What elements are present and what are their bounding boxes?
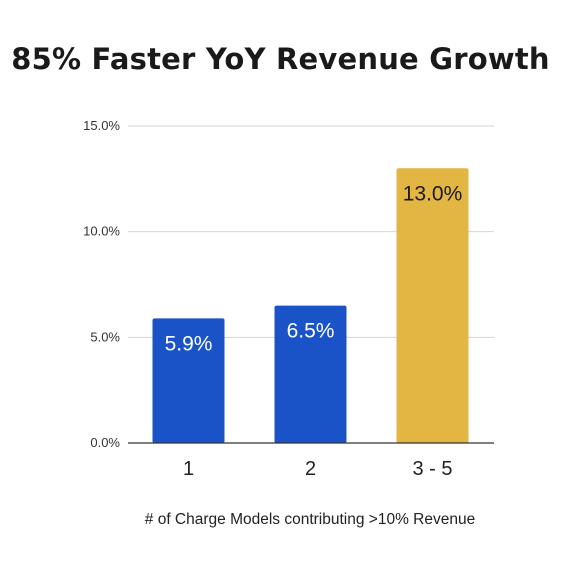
x-tick-label: 1 (183, 458, 194, 480)
x-axis-ticks: 1 2 3 - 5 (183, 458, 453, 480)
y-tick-label: 15.0% (83, 118, 120, 133)
y-tick-label: 5.0% (90, 329, 120, 344)
data-label: 13.0% (403, 182, 463, 205)
y-tick-label: 0.0% (90, 435, 120, 450)
y-tick-label: 10.0% (83, 224, 120, 239)
data-label: 5.9% (165, 332, 213, 355)
x-tick-label: 2 (305, 458, 316, 480)
bar (396, 168, 469, 443)
bars: 5.9% 6.5% 13.0% (152, 168, 469, 443)
data-label: 6.5% (287, 320, 335, 343)
bar (152, 318, 225, 443)
x-tick-label: 3 - 5 (412, 458, 452, 480)
y-axis-ticks: 0.0% 5.0% 10.0% 15.0% (83, 118, 120, 450)
chart-title: 85% Faster YoY Revenue Growth (11, 42, 550, 76)
bar (274, 305, 347, 443)
x-axis-title: # of Charge Models contributing >10% Rev… (145, 511, 475, 528)
